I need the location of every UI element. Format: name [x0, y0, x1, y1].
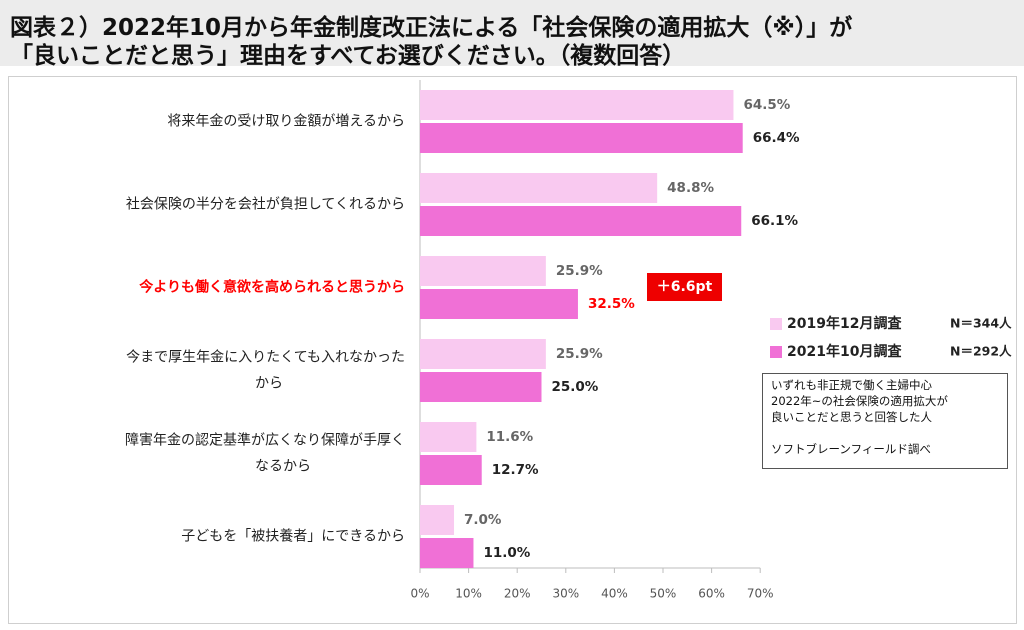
- diff-badge-text: ＋6.6pt: [657, 279, 713, 295]
- category-label: 社会保険の半分を会社が負担してくれるから: [126, 197, 405, 213]
- legend-n-label: N＝344人: [950, 316, 1012, 331]
- chart-panel: [8, 76, 1017, 624]
- diff-badge: [647, 273, 722, 301]
- data-label-2021: 12.7%: [492, 462, 539, 478]
- x-tick-label: 70%: [747, 587, 774, 601]
- data-label-2021: 66.4%: [753, 130, 800, 146]
- note-line: いずれも非正規で働く主婦中心: [771, 378, 932, 392]
- bar-2021: [420, 538, 474, 568]
- legend-swatch: [770, 346, 782, 358]
- category-label: 今まで厚生年金に入りたくても入れなかった: [126, 350, 405, 366]
- data-label-2021: 11.0%: [483, 545, 530, 561]
- category-label: 障害年金の認定基準が広くなり保障が手厚く: [125, 432, 405, 449]
- bar-2021: [420, 372, 542, 402]
- data-label-2019: 7.0%: [464, 512, 502, 528]
- x-tick-label: 50%: [650, 587, 677, 601]
- category-label: 将来年金の受け取り金額が増えるから: [167, 114, 405, 130]
- note-line: ソフトブレーンフィールド調べ: [771, 442, 931, 456]
- x-tick-label: 10%: [455, 587, 482, 601]
- note-box: いずれも非正規で働く主婦中心 2022年~の社会保険の適用拡大が 良いことだと思…: [762, 373, 1008, 469]
- data-label-2019: 25.9%: [556, 263, 603, 279]
- legend-swatch: [770, 318, 782, 330]
- title-bar: 図表２）2022年10月から年金制度改正法による「社会保険の適用拡大（※）」が …: [0, 0, 1024, 69]
- note-line: 2022年~の社会保険の適用拡大が: [771, 394, 948, 408]
- bar-2021: [420, 123, 743, 153]
- chart-title-line-1: 図表２）2022年10月から年金制度改正法による「社会保険の適用拡大（※）」が: [10, 15, 853, 41]
- bar-2019: [420, 505, 455, 535]
- data-label-2019: 64.5%: [743, 97, 790, 113]
- bar-2021: [420, 455, 482, 485]
- category-label: 子どもを「被扶養者」にできるから: [181, 528, 405, 545]
- data-label-2021: 66.1%: [751, 213, 798, 229]
- bar-2019: [420, 256, 546, 286]
- data-label-2019: 25.9%: [556, 346, 603, 362]
- bar-2019: [420, 90, 734, 120]
- bar-2019: [420, 339, 546, 369]
- bar-2021: [420, 289, 578, 319]
- data-label-2019: 11.6%: [486, 429, 533, 445]
- data-label-2021: 32.5%: [588, 296, 635, 312]
- bar-2019: [420, 422, 477, 452]
- legend-n-label: N＝292人: [950, 344, 1012, 359]
- category-label: から: [255, 376, 283, 392]
- legend-label: 2021年10月調査: [787, 343, 902, 360]
- x-tick-label: 40%: [601, 587, 628, 601]
- note-line: [771, 425, 999, 441]
- bar-2021: [420, 206, 742, 236]
- x-tick-label: 60%: [698, 587, 725, 601]
- category-label: なるから: [255, 459, 311, 475]
- data-label-2021: 25.0%: [552, 379, 599, 395]
- x-tick-label: 30%: [552, 587, 579, 601]
- legend-label: 2019年12月調査: [787, 315, 902, 332]
- category-label: 今よりも働く意欲を高められると思うから: [138, 279, 405, 296]
- note-line: 良いことだと思うと回答した人: [771, 410, 932, 424]
- data-label-2019: 48.8%: [667, 180, 714, 196]
- x-tick-label: 0%: [410, 587, 429, 601]
- x-tick-label: 20%: [504, 587, 531, 601]
- chart-title-line-2: 「良いことだと思う」理由をすべてお選びください。（複数回答）: [10, 43, 686, 69]
- bar-2019: [420, 173, 658, 203]
